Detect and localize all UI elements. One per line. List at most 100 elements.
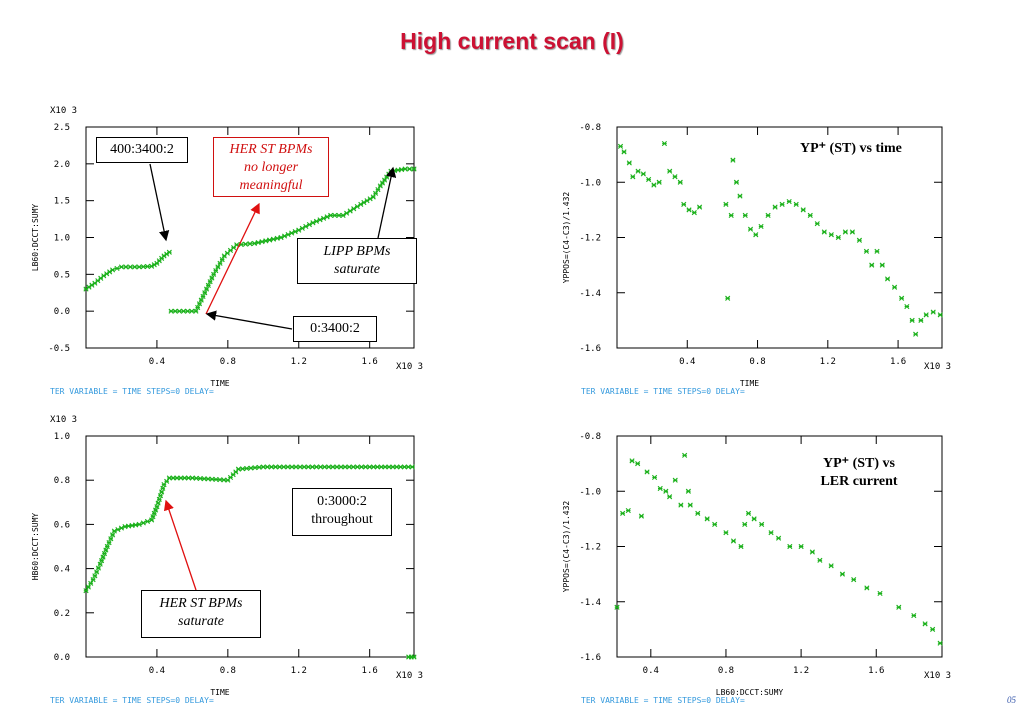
xtick-label-tl-2: 1.2 [291, 357, 307, 367]
marker-bl-0-13-4 [252, 465, 258, 471]
marker-bl-0-13-1 [240, 466, 246, 472]
marker-bl-0-10-4 [182, 475, 188, 481]
ytick-label-tr-3: -1.4 [579, 289, 601, 299]
annotation-her-st-bpms: HER ST BPMs no longer meaningful [213, 137, 329, 197]
marker-bl-0-0-0 [83, 588, 89, 594]
marker-bl-0-16-8 [398, 464, 404, 470]
marker-tl-1-6-0 [251, 240, 258, 246]
point-tr-6 [646, 176, 652, 183]
point-br-7 [651, 474, 658, 481]
annotation-lipp-bpms: LIPP BPMs saturate [297, 238, 417, 284]
marker-tl-1-1-0 [193, 308, 199, 314]
marker-tl-0-4-1 [123, 264, 129, 270]
marker-bl-0-1-0 [90, 577, 96, 583]
xtick-label-br-2: 1.2 [793, 666, 809, 676]
marker-bl-0-14-1 [264, 464, 270, 470]
marker-bl-0-15-0 [313, 464, 320, 470]
xtick-label-bl-2: 1.2 [291, 666, 307, 676]
annotation-03000-line2: throughout [311, 512, 373, 527]
point-br-40 [930, 626, 936, 632]
point-br-0 [614, 604, 620, 610]
marker-bl-0-1-1 [92, 573, 98, 579]
marker-bl-0-8-1 [155, 500, 161, 506]
marker-bl-0-15-10 [354, 464, 360, 470]
marker-tl-1-5-3 [247, 241, 253, 247]
marker-bl-0-8-0 [154, 504, 160, 510]
marker-bl-0-10-1 [170, 475, 176, 481]
marker-tl-1-0-5 [189, 308, 195, 314]
marker-tl-1-13-2 [375, 187, 381, 193]
marker-bl-0-15-5 [334, 464, 340, 470]
marker-bl-0-14-11 [305, 464, 311, 470]
marker-tl-1-2-1 [202, 290, 208, 296]
marker-tl-1-2-0 [200, 293, 206, 300]
xtick-label-tr-3: 1.6 [890, 357, 906, 367]
xlabel-bl: TIME [210, 688, 229, 697]
slide-title: High current scan (I) [400, 28, 624, 54]
marker-tl-1-0-3 [180, 308, 187, 314]
marker-bl-0-13-0 [235, 466, 242, 472]
marker-bl-0-13-3 [248, 465, 254, 471]
point-br-11 [672, 477, 678, 483]
marker-bl-0-3-0 [104, 543, 110, 550]
point-tr-7 [651, 182, 657, 188]
ytick-label-tl-4: 0.5 [54, 270, 70, 280]
marker-bl-0-15-6 [338, 464, 344, 470]
marker-tl-1-10-2 [336, 212, 342, 218]
marker-bl-0-14-6 [285, 464, 291, 470]
marker-tl-1-0-4 [185, 308, 191, 314]
marker-bl-0-end [409, 464, 415, 470]
marker-bl-0-14-7 [289, 464, 295, 470]
annotation-hersat-line2: saturate [178, 614, 224, 629]
annotation-her-line1: HER ST BPMs [229, 142, 313, 157]
point-br-22 [742, 521, 748, 527]
point-br-26 [768, 530, 774, 536]
ytick-label-bl-2: 0.6 [54, 520, 70, 530]
point-tr-9 [661, 140, 668, 147]
marker-bl-0-8-3 [157, 493, 164, 499]
xlabel-tr: TIME [740, 379, 759, 388]
ytick-label-tr-2: -1.2 [579, 234, 601, 244]
marker-bl-0-15-3 [326, 464, 332, 470]
marker-tl-0-3-0 [110, 267, 116, 273]
marker-bl-0-2-0 [97, 561, 103, 567]
marker-tl-1-6-2 [259, 239, 265, 245]
point-tr-13 [681, 201, 687, 207]
marker-bl-0-16-3 [378, 464, 384, 470]
marker-bl-0-16-5 [386, 464, 392, 470]
point-tr-37 [835, 234, 841, 241]
marker-tl-1-3-4 [219, 257, 225, 263]
marker-tl-1-end [411, 166, 417, 172]
marker-tl-1-13-0 [370, 194, 376, 200]
annotation-ypler-line2: LER current [820, 474, 898, 489]
arrow-400-3400 [149, 163, 170, 242]
footer-tr: TER VARIABLE = TIME STEPS=0 DELAY= [581, 387, 745, 396]
marker-bl-0-1-3 [95, 565, 101, 571]
ytick-label-tl-5: 0.0 [54, 307, 70, 317]
footer-br: TER VARIABLE = TIME STEPS=0 DELAY= [581, 696, 745, 705]
marker-bl-0-10-0 [166, 475, 172, 481]
marker-bl-0-15-7 [342, 464, 348, 470]
marker-bl-0-14-8 [293, 464, 299, 470]
annotation-yp-vs-ler: YP⁺ (ST) vs LER current [800, 455, 918, 495]
marker-tl-1-10-1 [332, 212, 338, 218]
point-br-16 [695, 510, 701, 516]
marker-tl-1-6-4 [267, 237, 273, 243]
ytick-label-br-1: -1.0 [579, 487, 601, 497]
point-br-33 [839, 571, 846, 577]
arrow-her-saturate [163, 499, 197, 591]
point-tr-23 [742, 212, 748, 218]
point-tr-46 [891, 284, 898, 290]
point-tr-11 [672, 174, 678, 180]
plot-frame-tr [616, 126, 943, 349]
ytick-label-bl-0: 1.0 [54, 432, 70, 442]
marker-bl-0-14-10 [301, 464, 307, 470]
annotation-yp-vs-time: YP⁺ (ST) vs time [800, 141, 902, 156]
annotation-0-3000-2: 0:3000:2 throughout [292, 488, 392, 536]
marker-tl-1-0-2 [176, 308, 182, 314]
marker-tl-1-1-2 [196, 301, 203, 307]
marker-bl-0-16-6 [390, 464, 396, 470]
xtick-label-tl-1: 0.8 [220, 357, 236, 367]
marker-bl-0-8-5 [160, 485, 166, 491]
